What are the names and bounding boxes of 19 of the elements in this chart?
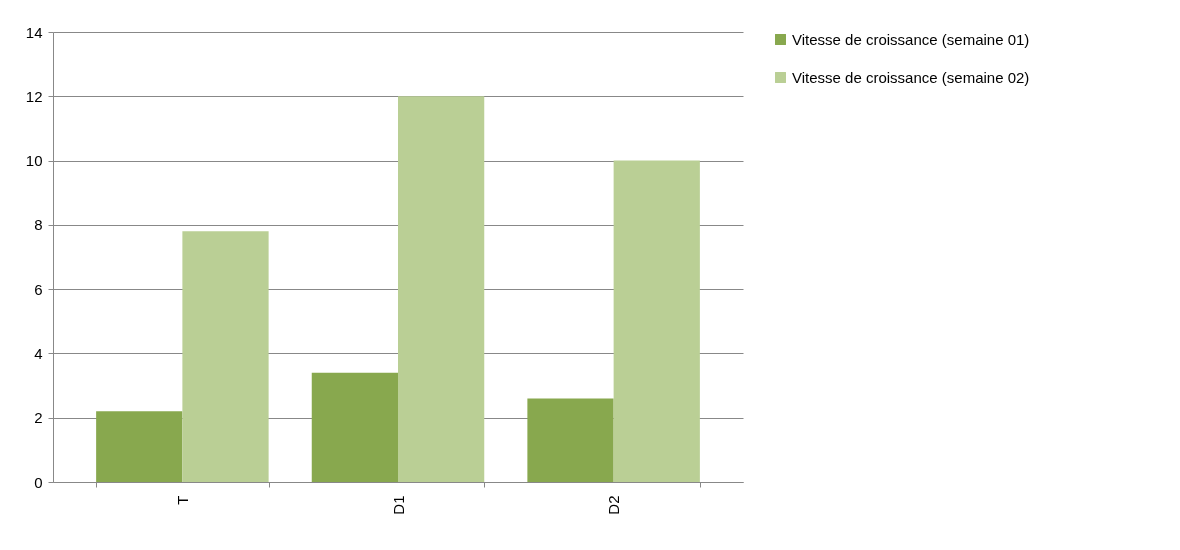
y-tick-label: 8 <box>34 216 43 234</box>
bar <box>96 411 183 482</box>
bar <box>527 398 614 482</box>
legend-label: Vitesse de croissance (semaine 01) <box>792 30 1030 48</box>
x-tick-label: D1 <box>389 495 407 515</box>
bar <box>398 96 485 482</box>
bar <box>182 231 269 482</box>
bar <box>311 372 398 482</box>
y-tick-label: 10 <box>25 152 43 170</box>
y-tick-label: 6 <box>34 280 43 298</box>
legend-label: Vitesse de croissance (semaine 02) <box>792 68 1030 86</box>
x-tick-label: T <box>173 495 191 505</box>
x-tick-label: D2 <box>605 495 623 515</box>
y-tick-label: 14 <box>25 23 43 41</box>
y-tick-label: 4 <box>34 344 43 362</box>
y-tick-label: 0 <box>34 473 43 491</box>
y-tick-label: 12 <box>25 87 43 105</box>
y-tick-label: 2 <box>34 409 43 427</box>
bar <box>613 160 700 482</box>
